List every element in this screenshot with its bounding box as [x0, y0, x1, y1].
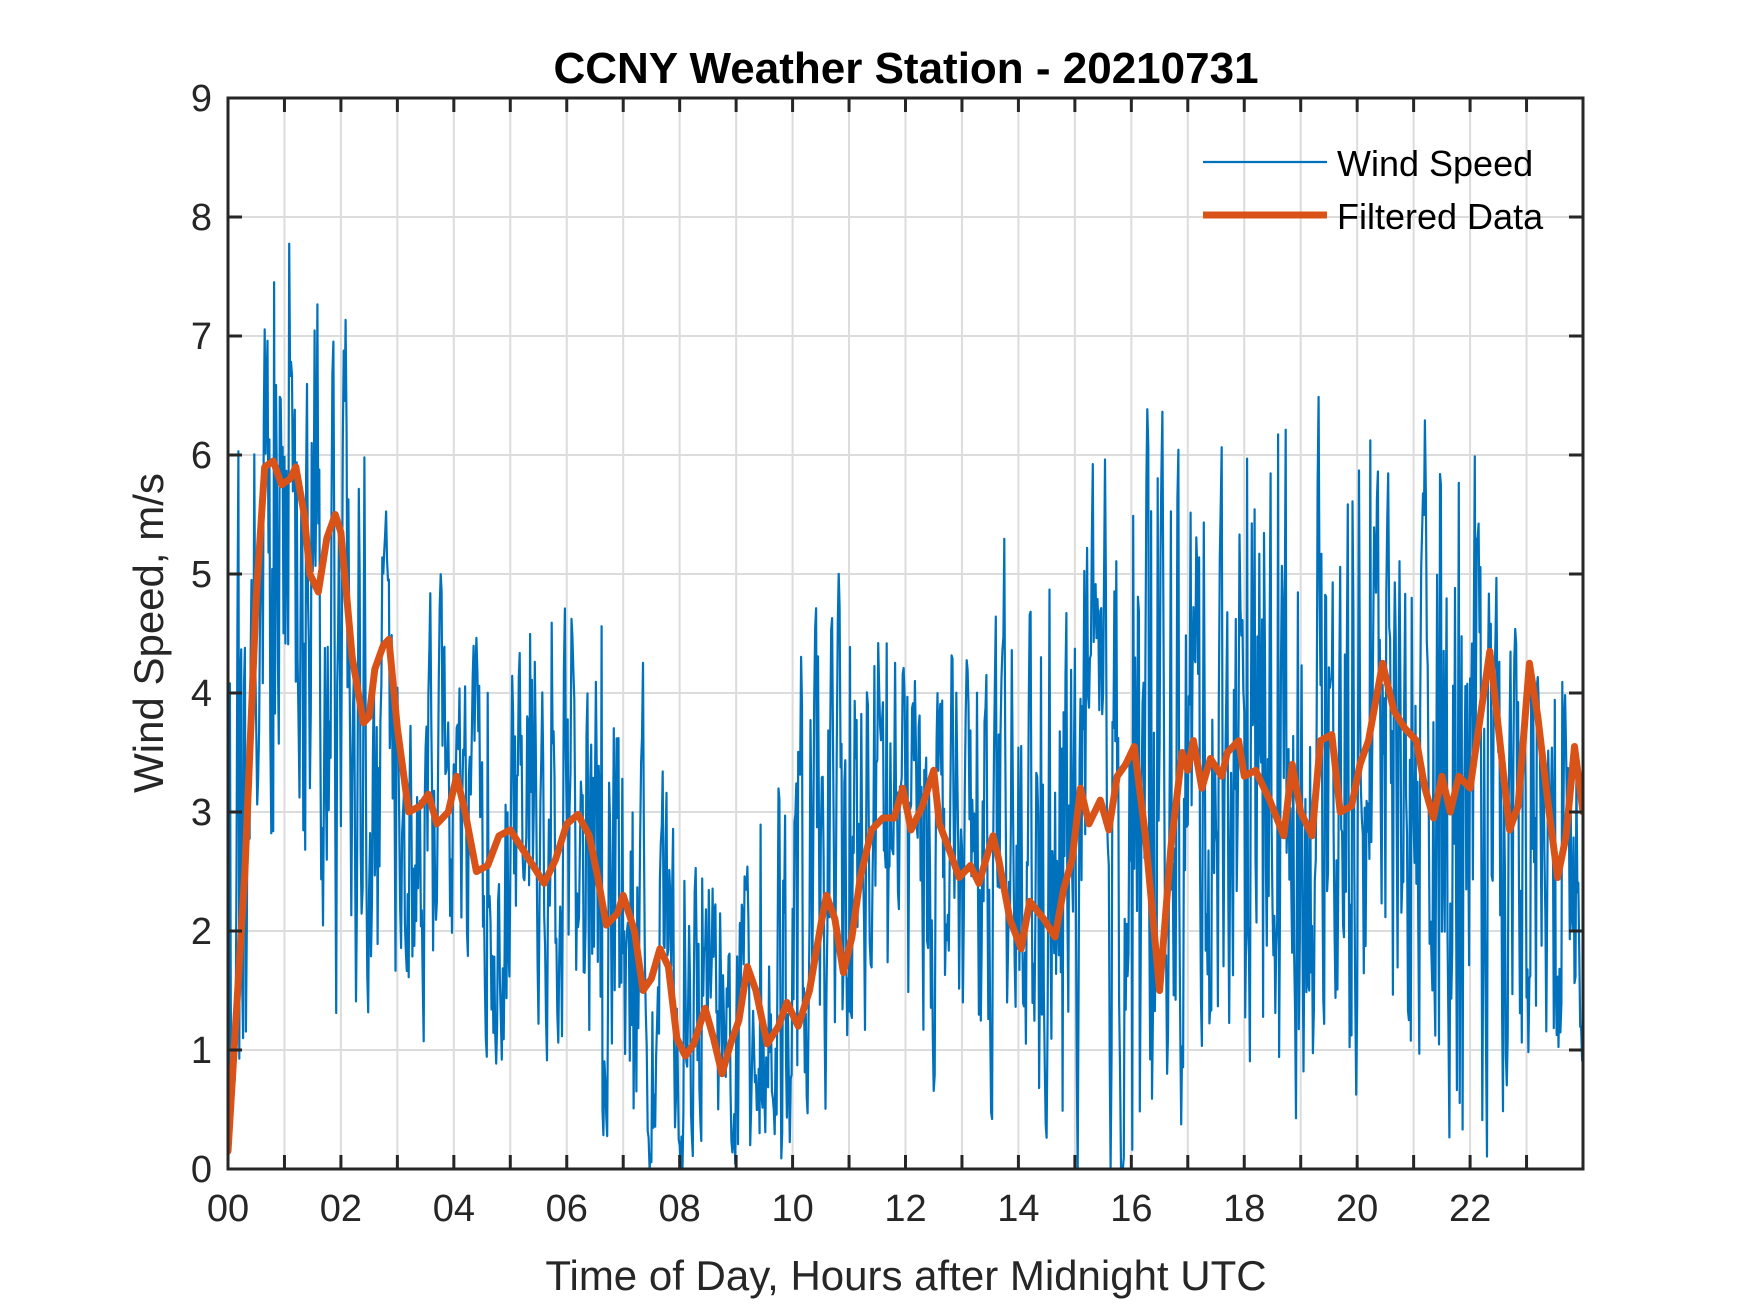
legend-label-filtered-data: Filtered Data: [1337, 196, 1544, 237]
y-tick-label: 3: [191, 792, 212, 834]
y-tick-label: 6: [191, 435, 212, 477]
x-tick-label: 00: [207, 1188, 249, 1230]
axes: [226, 96, 1585, 1171]
x-tick-label: 14: [997, 1188, 1039, 1230]
x-tick-label: 02: [320, 1188, 362, 1230]
y-tick-label: 5: [191, 554, 212, 596]
chart-title: CCNY Weather Station - 20210731: [553, 44, 1258, 93]
x-tick-label: 18: [1223, 1188, 1265, 1230]
x-tick-label: 22: [1449, 1188, 1491, 1230]
legend: Wind Speed Filtered Data: [1203, 143, 1544, 237]
y-axis-label: Wind Speed, m/s: [125, 473, 172, 793]
x-tick-label: 20: [1336, 1188, 1378, 1230]
y-tick-label: 4: [191, 673, 212, 715]
x-tick-label: 08: [659, 1188, 701, 1230]
x-tick-label: 06: [546, 1188, 588, 1230]
data-layer: [228, 242, 1583, 1169]
y-tick-label: 1: [191, 1030, 212, 1072]
x-axis-label: Time of Day, Hours after Midnight UTC: [545, 1252, 1266, 1299]
x-tick-label: 10: [771, 1188, 813, 1230]
y-tick-label: 8: [191, 197, 212, 239]
x-tick-label: 16: [1110, 1188, 1152, 1230]
y-tick-label: 0: [191, 1149, 212, 1191]
y-tick-label: 7: [191, 316, 212, 358]
legend-label-wind-speed: Wind Speed: [1337, 143, 1533, 184]
y-tick-label: 9: [191, 78, 212, 120]
y-tick-label: 2: [191, 911, 212, 953]
series-filtered-data-line: [228, 457, 1583, 1155]
x-tick-label: 12: [884, 1188, 926, 1230]
x-tick-label: 04: [433, 1188, 475, 1230]
